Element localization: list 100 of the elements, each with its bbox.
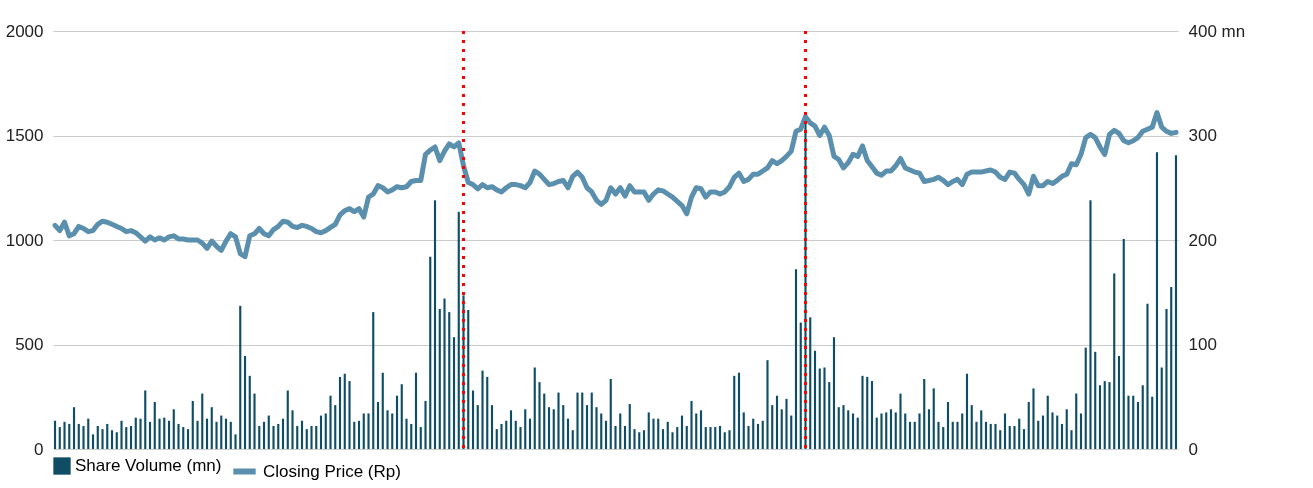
bar bbox=[1027, 401, 1030, 449]
bar bbox=[866, 376, 869, 449]
bar bbox=[53, 420, 57, 449]
bar bbox=[609, 378, 612, 449]
bar bbox=[253, 393, 256, 449]
bar bbox=[248, 375, 251, 449]
bar bbox=[405, 418, 408, 449]
bar bbox=[642, 430, 646, 449]
bar bbox=[837, 407, 840, 449]
bar bbox=[87, 418, 90, 449]
bar bbox=[391, 413, 394, 449]
bar bbox=[970, 405, 973, 449]
bar bbox=[68, 423, 71, 449]
bar bbox=[239, 305, 242, 449]
bar bbox=[129, 426, 133, 449]
bar bbox=[519, 427, 522, 449]
bar bbox=[543, 393, 546, 449]
bar bbox=[1051, 412, 1054, 449]
bar bbox=[989, 423, 992, 449]
bar bbox=[633, 429, 636, 449]
bar bbox=[552, 409, 555, 449]
bar bbox=[904, 413, 907, 449]
bar bbox=[72, 407, 76, 449]
bar bbox=[714, 427, 717, 449]
bar bbox=[842, 405, 845, 449]
bar bbox=[1003, 413, 1007, 449]
bar bbox=[495, 429, 498, 449]
bar bbox=[856, 417, 859, 449]
bar bbox=[291, 410, 294, 449]
bar bbox=[400, 384, 403, 449]
bar bbox=[823, 367, 826, 449]
bar bbox=[395, 395, 399, 449]
bar bbox=[191, 400, 194, 449]
bar bbox=[742, 412, 745, 449]
bar bbox=[619, 413, 622, 449]
bar bbox=[1013, 426, 1016, 449]
bar bbox=[1075, 393, 1078, 449]
bar bbox=[790, 415, 793, 449]
bar bbox=[975, 421, 978, 449]
bar bbox=[752, 418, 755, 449]
bar bbox=[372, 312, 375, 449]
bar bbox=[1037, 420, 1040, 449]
bar bbox=[733, 375, 736, 449]
bar bbox=[680, 415, 684, 449]
bar bbox=[728, 430, 731, 449]
bar bbox=[647, 412, 650, 449]
bar bbox=[224, 418, 228, 449]
bar bbox=[809, 317, 812, 449]
bar bbox=[999, 430, 1002, 449]
bar bbox=[775, 395, 779, 449]
bar bbox=[229, 421, 232, 449]
bar bbox=[234, 434, 237, 449]
legend-label: Share Volume (mn) bbox=[75, 456, 222, 475]
bar bbox=[1146, 303, 1149, 449]
bar bbox=[1041, 415, 1045, 449]
bar bbox=[638, 432, 641, 449]
bar bbox=[581, 392, 584, 449]
bar bbox=[818, 368, 821, 449]
bar bbox=[1170, 287, 1173, 449]
bar bbox=[661, 429, 665, 449]
bar bbox=[58, 427, 61, 449]
bar bbox=[443, 298, 446, 449]
bar bbox=[457, 211, 460, 449]
bar bbox=[139, 418, 142, 449]
bar bbox=[410, 423, 413, 449]
bar bbox=[452, 337, 456, 449]
bar bbox=[220, 415, 223, 449]
bar bbox=[832, 337, 836, 449]
bar bbox=[429, 256, 432, 449]
bar bbox=[885, 412, 888, 449]
bar bbox=[91, 434, 95, 449]
bar bbox=[923, 378, 926, 449]
bar bbox=[1151, 396, 1154, 449]
bar bbox=[163, 417, 166, 449]
bar bbox=[676, 427, 679, 449]
bar bbox=[125, 427, 128, 449]
bar bbox=[604, 420, 608, 449]
bar bbox=[1032, 388, 1035, 449]
bar bbox=[243, 356, 247, 449]
bar bbox=[205, 418, 209, 449]
bar bbox=[965, 373, 969, 449]
bar bbox=[281, 418, 285, 449]
bar bbox=[1141, 385, 1144, 449]
bar bbox=[258, 426, 261, 449]
bar bbox=[509, 410, 513, 449]
bar bbox=[1160, 367, 1163, 449]
bar bbox=[723, 432, 726, 449]
bar bbox=[747, 426, 750, 449]
bar bbox=[353, 421, 356, 449]
bar bbox=[1022, 429, 1026, 449]
bar bbox=[1108, 382, 1111, 449]
bar bbox=[215, 421, 218, 449]
bar bbox=[671, 432, 674, 449]
bar bbox=[96, 426, 99, 449]
bar bbox=[547, 407, 551, 449]
bar bbox=[942, 427, 945, 449]
y-tick-label: 1000 bbox=[5, 230, 44, 250]
bar bbox=[766, 360, 769, 449]
bar bbox=[562, 405, 565, 449]
bar bbox=[196, 420, 199, 449]
